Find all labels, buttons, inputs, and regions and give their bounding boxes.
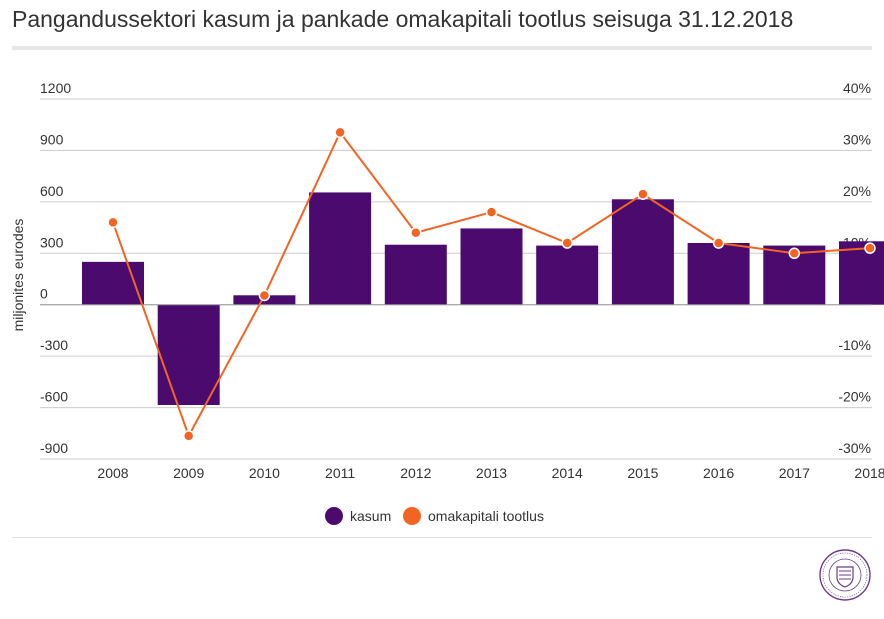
eesti-pank-seal-icon	[819, 549, 871, 601]
y2-tick-label: 40%	[843, 80, 871, 96]
line-series-omakapitali-tootlus	[107, 126, 876, 442]
left-axis-tick-labels: 1200 900 600 300 0 -300 -600 -900	[40, 80, 71, 456]
x-tick-label: 2009	[173, 465, 204, 481]
bar-2016	[687, 243, 750, 305]
y-tick-label: -600	[40, 389, 68, 405]
point-2017	[788, 247, 801, 260]
footer-divider	[12, 537, 872, 538]
y-axis-label: miljonites eurodes	[10, 219, 26, 332]
y-tick-label: 600	[40, 183, 64, 199]
bar-2018	[839, 241, 884, 305]
chart-title: Pangandussektori kasum ja pankade omakap…	[12, 6, 794, 32]
y2-tick-label: -10%	[838, 337, 871, 353]
bar-2014	[536, 245, 599, 305]
point-2011	[334, 126, 346, 139]
y2-tick-label: -30%	[838, 440, 871, 456]
x-tick-label: 2013	[476, 465, 507, 481]
bar-2013	[460, 228, 523, 305]
x-tick-label: 2010	[249, 465, 280, 481]
legend-swatch-kasum	[325, 507, 343, 525]
point-2015	[637, 188, 649, 200]
point-2018	[864, 242, 876, 254]
y-tick-label: 1200	[40, 80, 71, 96]
y-tick-label: -300	[40, 337, 68, 353]
legend-swatch-omakapitali-tootlus	[403, 507, 421, 525]
y-tick-label: 0	[40, 286, 48, 302]
point-2009	[182, 430, 195, 442]
bar-2011	[309, 192, 372, 305]
point-2008	[107, 216, 119, 229]
x-tick-label: 2008	[97, 465, 128, 481]
y2-tick-label: -20%	[838, 389, 871, 405]
legend: kasum omakapitali tootlus	[325, 507, 544, 525]
legend-label-omakapitali-tootlus: omakapitali tootlus	[428, 508, 544, 524]
x-tick-label: 2016	[703, 465, 734, 481]
point-2016	[712, 237, 725, 249]
x-tick-label: 2011	[325, 465, 355, 481]
x-tick-label: 2014	[552, 465, 583, 481]
point-2013	[485, 206, 498, 218]
bar-2009	[157, 304, 220, 405]
bar-series-kasum	[82, 192, 884, 405]
bar-2012	[384, 244, 447, 305]
point-2012	[410, 226, 422, 239]
y2-tick-label: 20%	[843, 183, 871, 199]
x-axis-tick-labels: 2008 2009 2010 2011 2012 2013 2014 2015 2016 2017…	[97, 465, 884, 481]
bar-2015	[611, 199, 674, 305]
legend-label-kasum: kasum	[350, 508, 391, 524]
point-2014	[561, 237, 573, 249]
y-tick-label: 300	[40, 234, 64, 250]
x-tick-label: 2018	[854, 465, 884, 481]
x-tick-label: 2012	[400, 465, 431, 481]
y2-tick-label: 30%	[843, 131, 871, 147]
point-2010	[258, 289, 271, 302]
x-tick-label: 2015	[627, 465, 658, 481]
title-divider	[12, 46, 872, 50]
y-tick-label: -900	[40, 440, 68, 456]
x-tick-label: 2017	[779, 465, 810, 481]
y-tick-label: 900	[40, 131, 64, 147]
